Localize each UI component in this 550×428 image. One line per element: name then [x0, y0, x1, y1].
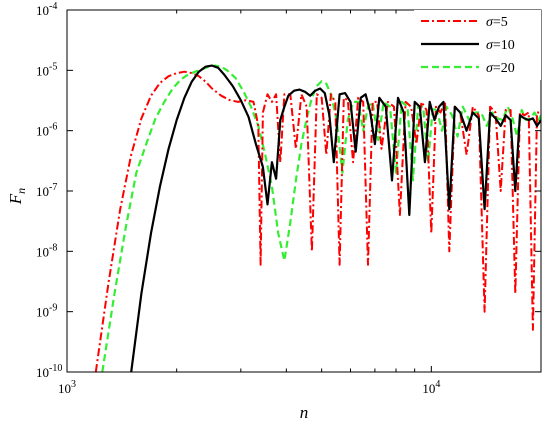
legend-label-sigma-5: σ=5: [486, 15, 508, 30]
y-tick-label: 10-5: [36, 61, 57, 78]
legend-symbol: σ: [486, 15, 494, 30]
legend-symbol: σ: [486, 61, 494, 76]
y-axis-label-subscript: n: [14, 188, 28, 194]
y-tick-label: 10-8: [36, 242, 57, 259]
legend-symbol: σ: [486, 38, 494, 53]
tick-base: 10: [36, 244, 49, 259]
y-tick-label: 10-6: [36, 122, 57, 139]
y-tick-label: 10-4: [36, 1, 57, 18]
y-tick-label: 10-10: [36, 363, 62, 380]
legend-label-sigma-10: σ=10: [486, 38, 515, 53]
tick-exponent: -10: [49, 363, 62, 374]
tick-base: 10: [422, 381, 435, 396]
tick-base: 10: [58, 381, 71, 396]
legend-value: =20: [493, 61, 515, 76]
x-tick-label: 104: [422, 379, 440, 396]
x-tick-label: 103: [58, 379, 76, 396]
series-line-sigma-10: [130, 64, 541, 372]
legend-label-sigma-20: σ=20: [486, 61, 515, 76]
series-line-sigma-20: [101, 64, 541, 372]
tick-base: 10: [36, 3, 49, 18]
tick-base: 10: [36, 305, 49, 320]
tick-exponent: -9: [49, 303, 57, 314]
tick-base: 10: [36, 365, 49, 380]
y-axis-label-main: F: [6, 193, 25, 205]
legend: σ=5 σ=10 σ=20: [414, 10, 541, 80]
y-axis-label: Fn: [6, 188, 28, 205]
tick-exponent: 4: [435, 379, 440, 390]
legend-value: =5: [493, 15, 508, 30]
tick-exponent: -6: [49, 122, 57, 133]
y-tick-label: 10-9: [36, 303, 57, 320]
tick-exponent: -7: [49, 182, 57, 193]
tick-exponent: -4: [49, 1, 57, 12]
tick-exponent: 3: [71, 379, 76, 390]
y-tick-label: 10-7: [36, 182, 57, 199]
x-axis-label: n: [300, 403, 309, 422]
tick-exponent: -5: [49, 61, 57, 72]
tick-base: 10: [36, 124, 49, 139]
tick-exponent: -8: [49, 242, 57, 253]
series-layer: [94, 64, 541, 372]
tick-base: 10: [36, 63, 49, 78]
legend-value: =10: [493, 38, 515, 53]
tick-base: 10: [36, 184, 49, 199]
